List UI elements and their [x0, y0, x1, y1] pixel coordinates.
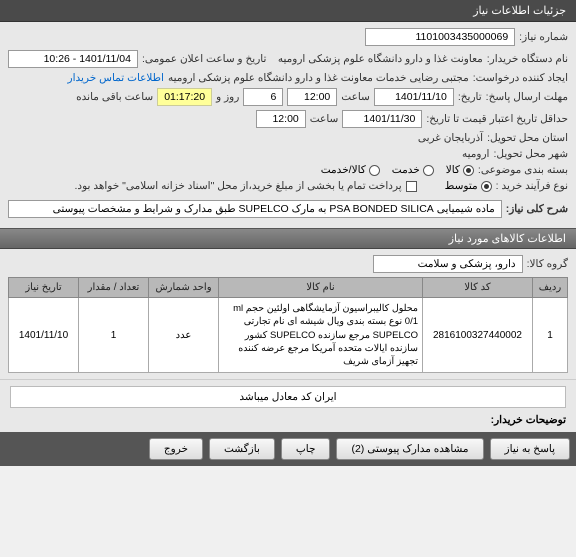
radio-kala-khadmat[interactable]: کالا/خدمت [321, 164, 380, 176]
process-all-label: پرداخت تمام یا بخشی از مبلغ خرید،از محل … [74, 180, 401, 192]
print-button[interactable]: چاپ [281, 438, 331, 460]
process-label: نوع فرآیند خرید : [496, 180, 568, 192]
city-label: شهر محل تحویل: [493, 148, 568, 160]
buyer-value: معاونت غذا و دارو دانشگاه علوم پزشکی ارو… [278, 53, 483, 65]
radio-dot-icon [369, 165, 380, 176]
days-label: روز و [216, 91, 239, 103]
need-no-label: شماره نیاز: [519, 31, 568, 43]
deadline-time: 12:00 [287, 88, 337, 106]
deadline-date: 1401/11/10 [374, 88, 454, 106]
cell-qty: 1 [79, 298, 149, 373]
col-qty: تعداد / مقدار [79, 278, 149, 298]
form-area: شماره نیاز: 1101003435000069 نام دستگاه … [0, 22, 576, 228]
footer-buttons: پاسخ به نیاز مشاهده مدارک پیوستی (2) چاپ… [0, 432, 576, 466]
checkbox-asnad[interactable] [406, 181, 417, 192]
deadline-label: مهلت ارسال پاسخ: [486, 91, 568, 103]
need-no-value: 1101003435000069 [365, 28, 515, 46]
pub-date-value: 1401/11/04 - 10:26 [8, 50, 138, 68]
deadline-saat-label: ساعت [341, 91, 370, 103]
radio-kala-khadmat-label: کالا/خدمت [321, 164, 366, 176]
valid-date: 1401/11/30 [342, 110, 422, 128]
cell-date: 1401/11/10 [9, 298, 79, 373]
radio-khadmat[interactable]: خدمت [392, 164, 434, 176]
package-radio-group: کالا خدمت کالا/خدمت [321, 164, 474, 176]
attachments-button[interactable]: مشاهده مدارک پیوستی (2) [336, 438, 483, 460]
contact-link[interactable]: اطلاعات تماس خریدار [68, 72, 164, 84]
col-unit: واحد شمارش [149, 278, 219, 298]
radio-kala[interactable]: کالا [446, 164, 474, 176]
radio-partial-label: متوسط [445, 180, 478, 192]
radio-kala-label: کالا [446, 164, 460, 176]
respond-button[interactable]: پاسخ به نیاز [490, 438, 570, 460]
radio-khadmat-label: خدمت [392, 164, 420, 176]
table-header-row: ردیف کد کالا نام کالا واحد شمارش تعداد /… [9, 278, 568, 298]
radio-dot-icon [481, 181, 492, 192]
cell-idx: 1 [533, 298, 568, 373]
group-value: دارو، پزشکی و سلامت [373, 255, 523, 273]
main-container: جزئیات اطلاعات نیاز شماره نیاز: 11010034… [0, 0, 576, 466]
radio-process-partial[interactable]: متوسط [445, 180, 492, 192]
province-value: آذربایجان غربی [418, 132, 483, 144]
package-label: بسته بندی موضوعی: [478, 164, 568, 176]
desc-value: ماده شیمیایی PSA BONDED SILICA به مارک S… [8, 200, 502, 218]
section-header: جزئیات اطلاعات نیاز [0, 0, 576, 22]
valid-label: حداقل تاریخ اعتبار قیمت تا تاریخ: [426, 113, 568, 125]
pub-date-label: تاریخ و ساعت اعلان عمومی: [142, 53, 266, 65]
cell-name: محلول کالیبراسیون آزمایشگاهی اولئین حجم … [219, 298, 423, 373]
note-label: توضیحات خریدار: [491, 414, 566, 426]
note-value: ایران کد معادل میباشد [10, 386, 566, 408]
exit-button[interactable]: خروج [149, 438, 203, 460]
countdown: 01:17:20 [157, 88, 212, 106]
requester-value: مجتبی رضایی خدمات معاونت غذا و دارو دانش… [168, 72, 469, 84]
buyer-label: نام دستگاه خریدار: [487, 53, 568, 65]
goods-header: اطلاعات کالاهای مورد نیاز [0, 228, 576, 249]
requester-label: ایجاد کننده درخواست: [473, 72, 568, 84]
note-row: ایران کد معادل میباشد توضیحات خریدار: [0, 379, 576, 432]
cell-unit: عدد [149, 298, 219, 373]
goods-table: ردیف کد کالا نام کالا واحد شمارش تعداد /… [8, 277, 568, 373]
col-date: تاریخ نیاز [9, 278, 79, 298]
radio-dot-icon [423, 165, 434, 176]
city-value: ارومیه [462, 148, 489, 160]
province-label: استان محل تحویل: [487, 132, 568, 144]
deadline-tarikh-label: تاریخ: [458, 91, 482, 103]
desc-label: شرح کلی نیاز: [506, 203, 568, 215]
col-name: نام کالا [219, 278, 423, 298]
col-code: کد کالا [423, 278, 533, 298]
valid-time: 12:00 [256, 110, 306, 128]
days-value: 6 [243, 88, 283, 106]
valid-saat-label: ساعت [310, 113, 339, 125]
back-button[interactable]: بازگشت [209, 438, 275, 460]
remain-label: ساعت باقی مانده [76, 91, 153, 103]
table-row: 1 2816100327440002 محلول کالیبراسیون آزم… [9, 298, 568, 373]
radio-dot-icon [463, 165, 474, 176]
group-label: گروه کالا: [527, 258, 568, 270]
cell-code: 2816100327440002 [423, 298, 533, 373]
col-idx: ردیف [533, 278, 568, 298]
